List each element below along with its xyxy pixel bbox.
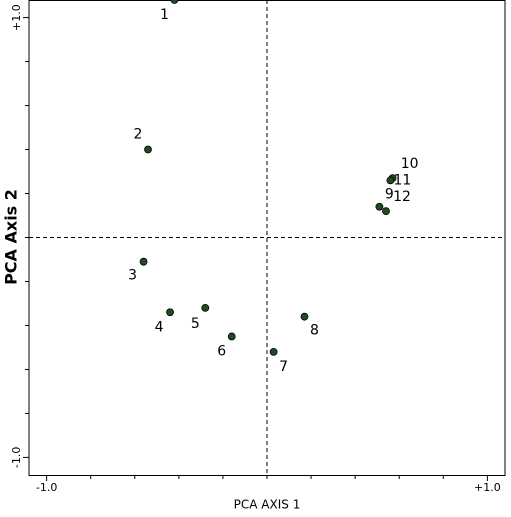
point-label: 4	[155, 319, 164, 335]
x-axis-label: PCA AXIS 1	[234, 498, 301, 512]
point	[375, 202, 384, 211]
point-label: 6	[217, 343, 226, 359]
point	[144, 145, 152, 154]
point-label: 1	[160, 7, 169, 23]
point	[382, 207, 390, 216]
point-label: 7	[279, 359, 288, 375]
y-axis-label: PCA Axis 2	[2, 189, 21, 285]
point	[269, 347, 278, 356]
y-tick-label: -1.0	[10, 447, 23, 468]
point-label: 8	[310, 323, 319, 339]
x-tick-label: +1.0	[474, 481, 501, 494]
point	[227, 332, 236, 341]
x-tick-label: -1.0	[36, 481, 57, 494]
point	[386, 176, 395, 185]
point	[300, 312, 309, 321]
point	[201, 303, 210, 312]
point-label: 3	[128, 268, 137, 284]
y-tick-label: +1.0	[10, 4, 23, 31]
point	[170, 0, 179, 4]
point	[139, 257, 148, 266]
point-label: 2	[134, 127, 143, 143]
point-label: 11	[393, 172, 411, 188]
point	[166, 308, 174, 317]
point-label: 9	[385, 187, 394, 203]
point-label: 5	[191, 316, 200, 332]
point-label: 10	[401, 156, 419, 172]
point-label: 12	[393, 189, 411, 205]
